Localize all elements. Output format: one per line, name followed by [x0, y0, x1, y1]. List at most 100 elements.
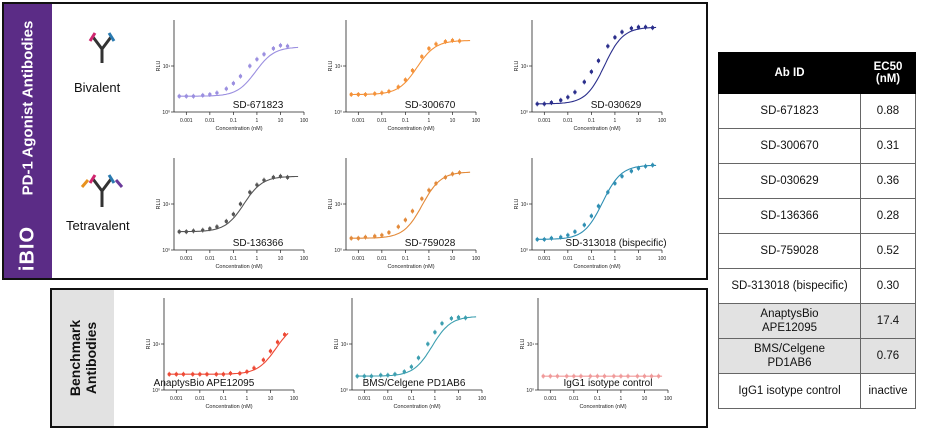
data-point [201, 93, 205, 98]
chart-title: SD-300670 [405, 100, 456, 111]
y-tick-label: 10¹ [153, 342, 161, 348]
data-point [559, 235, 563, 239]
y-tick-label: 10⁰ [526, 388, 534, 394]
data-point [566, 233, 570, 237]
data-point [214, 372, 218, 376]
data-point [649, 374, 654, 378]
ab-id-line1: AnaptysBio [760, 308, 819, 320]
y-axis-label: RLU [146, 338, 152, 349]
data-point [650, 26, 655, 30]
x-axis-label: Concentration (nM) [387, 126, 434, 132]
data-point [238, 371, 242, 376]
data-point [238, 74, 243, 78]
x-tick-label: 10 [456, 396, 462, 402]
data-point [548, 374, 553, 378]
ec50-cell: 0.76 [860, 338, 916, 374]
x-axis-label: Concentration (nM) [215, 264, 262, 270]
y-axis-label: RLU [514, 198, 520, 209]
y-tick-label: 10⁰ [334, 110, 342, 116]
data-point [456, 315, 461, 320]
data-point [262, 178, 266, 182]
data-point [396, 85, 400, 89]
y-tick-label: 10¹ [521, 202, 529, 208]
data-point [542, 237, 547, 242]
data-point [588, 374, 592, 378]
data-point [636, 166, 641, 170]
x-axis-label: Concentration (nM) [573, 126, 620, 132]
data-point [596, 204, 601, 208]
data-point [573, 90, 577, 94]
ab-id-cell: SD-136366 [718, 198, 861, 234]
table-row: BMS/Celgene PD1AB6 0.76 [718, 338, 916, 374]
data-point [261, 358, 266, 362]
ab-id-cell: AnaptysBio APE12095 [718, 303, 861, 339]
y-tick-label: 10⁰ [334, 248, 342, 254]
data-point [224, 219, 228, 224]
table-header-row: Ab ID EC50 (nM) [718, 52, 916, 94]
data-point [393, 372, 397, 376]
x-tick-label: 1 [620, 396, 623, 402]
data-point [228, 371, 233, 376]
table-row: AnaptysBio APE12095 17.4 [718, 303, 916, 339]
data-point [606, 190, 610, 194]
data-point [403, 218, 408, 222]
data-point [191, 372, 195, 376]
data-point [191, 94, 196, 98]
data-point [629, 169, 634, 173]
data-point [402, 369, 406, 374]
data-point [363, 235, 368, 239]
data-point [386, 373, 390, 377]
x-tick-label: 0.01 [377, 256, 387, 262]
fit-curve [179, 175, 299, 233]
data-point [535, 102, 539, 106]
chart-title: SD-136366 [233, 238, 284, 249]
chart-title: SD-759028 [405, 238, 456, 249]
data-point [373, 91, 377, 96]
data-point [549, 236, 554, 240]
data-point [167, 372, 171, 376]
y-axis-label: RLU [328, 198, 334, 209]
dose-response-chart-anaptysbio: 0.001 0.01 0.1 1 10 100 10⁰ 10¹ Concentration (n… [146, 298, 298, 410]
data-point [362, 374, 367, 378]
ab-id-cell: BMS/Celgene PD1AB6 [718, 338, 861, 374]
chart-title: IgG1 isotype control [564, 378, 653, 389]
chart-title: AnaptysBio APE12095 [154, 378, 255, 389]
fit-curve [351, 40, 471, 96]
benchmark-antibodies-title: Benchmark Antibodies [67, 320, 99, 396]
benchmark-title-line2: Antibodies [83, 321, 99, 395]
data-point [278, 43, 283, 48]
y-tick-label: 10¹ [527, 342, 535, 348]
data-point [380, 233, 384, 237]
data-point [602, 374, 607, 378]
x-tick-label: 100 [300, 118, 309, 124]
data-point [582, 80, 586, 84]
table-row: SD-759028 0.52 [718, 233, 916, 269]
x-tick-label: 10 [450, 256, 456, 262]
data-point [535, 237, 539, 242]
x-tick-label: 100 [658, 256, 667, 262]
data-point [410, 68, 415, 73]
x-tick-label: 0.001 [358, 396, 371, 402]
x-tick-label: 100 [300, 256, 309, 262]
data-point [463, 316, 468, 320]
data-point [387, 230, 391, 235]
x-tick-label: 10 [278, 118, 284, 124]
data-point [231, 81, 236, 86]
data-point [589, 214, 594, 218]
benchmark-antibodies-panel: Benchmark Antibodies [50, 288, 708, 428]
data-point [457, 39, 462, 43]
ab-id-line2: APE12095 [762, 322, 817, 334]
data-point [427, 46, 431, 51]
y-tick-label: 10¹ [335, 202, 343, 208]
data-point [278, 174, 283, 179]
x-tick-label: 1 [428, 256, 431, 262]
x-axis-label: Concentration (nM) [573, 264, 620, 270]
x-tick-label: 0.1 [230, 118, 237, 124]
ec50-cell: inactive [860, 373, 916, 409]
data-point [184, 94, 189, 98]
data-point [613, 35, 617, 40]
ec50-cell: 0.31 [860, 128, 916, 164]
y-axis-label: RLU [514, 60, 520, 71]
data-point [582, 223, 586, 227]
agonist-antibodies-band: PD-1 Agonist Antibodies iBIO [4, 4, 52, 278]
